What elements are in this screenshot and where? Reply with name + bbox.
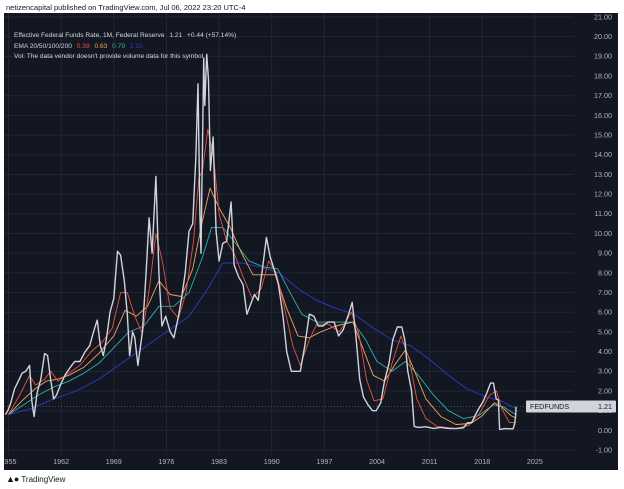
price-label-symbol: FEDFUNDS bbox=[530, 402, 569, 411]
chart-panel[interactable]: Effective Federal Funds Rate, 1M, Federa… bbox=[4, 13, 618, 470]
y-tick-label: 18.00 bbox=[594, 71, 612, 80]
y-tick-label: 14.00 bbox=[594, 150, 612, 159]
vol-note: Vol: The data vendor doesn't provide vol… bbox=[14, 53, 205, 60]
y-tick-label: 21.00 bbox=[594, 13, 612, 21]
price-chart-svg[interactable]: 21.00 20.00 19.00 18.00 17.00 16.00 15.00 14.00… bbox=[4, 13, 618, 470]
y-tick-label: 3.00 bbox=[598, 367, 612, 376]
ema50-line bbox=[8, 187, 517, 425]
price-line bbox=[4, 53, 517, 431]
x-tick-label: 2025 bbox=[527, 457, 543, 466]
price-label-value: 1.21 bbox=[598, 402, 612, 411]
x-tick-label: 1955 bbox=[4, 457, 17, 466]
y-tick-label: 9.00 bbox=[598, 249, 612, 258]
price-label: FEDFUNDS 1.21 bbox=[526, 400, 616, 413]
x-tick-label: 1990 bbox=[264, 457, 280, 466]
ema100-value: 0.79 bbox=[112, 42, 125, 50]
x-tick-label: 1997 bbox=[316, 457, 332, 466]
legend-title-row: Effective Federal Funds Rate, 1M, Federa… bbox=[14, 31, 239, 42]
y-tick-label: 7.00 bbox=[598, 288, 612, 297]
chart-legend: Effective Federal Funds Rate, 1M, Federa… bbox=[14, 31, 239, 63]
y-tick-label: 20.00 bbox=[594, 32, 612, 41]
price-label-box bbox=[526, 400, 616, 413]
ema20-value: 0.39 bbox=[76, 42, 90, 50]
ema-label[interactable]: EMA 20/50/100/200 bbox=[14, 42, 72, 50]
y-tick-label: -1.00 bbox=[596, 445, 612, 454]
ema100-line bbox=[8, 227, 517, 420]
last-value: 1.21 bbox=[169, 32, 183, 39]
y-tick-label: 11.00 bbox=[595, 209, 612, 218]
x-tick-label: 2011 bbox=[422, 457, 437, 466]
publisher-line: netizencapital published on TradingView.… bbox=[6, 3, 246, 12]
y-tick-label: 8.00 bbox=[598, 268, 612, 277]
ema50-value: 0.63 bbox=[94, 42, 108, 50]
y-tick-label: 12.00 bbox=[594, 190, 612, 199]
y-tick-label: 19.00 bbox=[594, 52, 612, 61]
x-tick-label: 2018 bbox=[474, 457, 490, 466]
tradingview-logo-icon: ▲● bbox=[6, 474, 19, 484]
legend-ema-row: EMA 20/50/100/200 0.39 0.63 0.79 1.10 bbox=[14, 42, 239, 53]
legend-vol-row: Vol: The data vendor doesn't provide vol… bbox=[14, 52, 239, 63]
grid-lines bbox=[4, 13, 574, 454]
footer-brand[interactable]: TradingView bbox=[21, 474, 66, 484]
price-axis[interactable]: 21.00 20.00 19.00 18.00 17.00 16.00 15.00 14.00… bbox=[594, 13, 612, 454]
y-tick-label: 4.00 bbox=[598, 347, 612, 356]
time-axis[interactable]: 1955 1962 1969 1976 1983 1990 1997 2004 2011 2018… bbox=[4, 457, 543, 466]
x-tick-label: 1983 bbox=[211, 457, 227, 466]
y-tick-label: 0.00 bbox=[598, 426, 612, 435]
change-value: +0.44 (+57.14%) bbox=[187, 32, 237, 39]
y-tick-label: 15.00 bbox=[594, 130, 612, 139]
ema200-value: 1.10 bbox=[129, 42, 143, 50]
x-tick-label: 1976 bbox=[158, 457, 174, 466]
x-tick-label: 2004 bbox=[369, 457, 385, 466]
series-layer bbox=[4, 53, 517, 431]
ema20-line bbox=[8, 128, 517, 429]
ema200-line bbox=[8, 262, 517, 416]
x-tick-label: 1969 bbox=[106, 457, 122, 466]
footer: ▲● TradingView bbox=[6, 474, 65, 484]
y-tick-label: 2.00 bbox=[598, 386, 612, 395]
x-tick-label: 1962 bbox=[53, 457, 69, 466]
y-tick-label: 13.00 bbox=[594, 170, 612, 179]
y-tick-label: 10.00 bbox=[594, 229, 612, 238]
y-tick-label: 5.00 bbox=[598, 327, 612, 336]
y-tick-label: 17.00 bbox=[594, 91, 612, 100]
y-tick-label: 16.00 bbox=[594, 111, 612, 120]
symbol-title[interactable]: Effective Federal Funds Rate, 1M, Federa… bbox=[14, 32, 165, 39]
y-tick-label: 6.00 bbox=[598, 308, 612, 317]
